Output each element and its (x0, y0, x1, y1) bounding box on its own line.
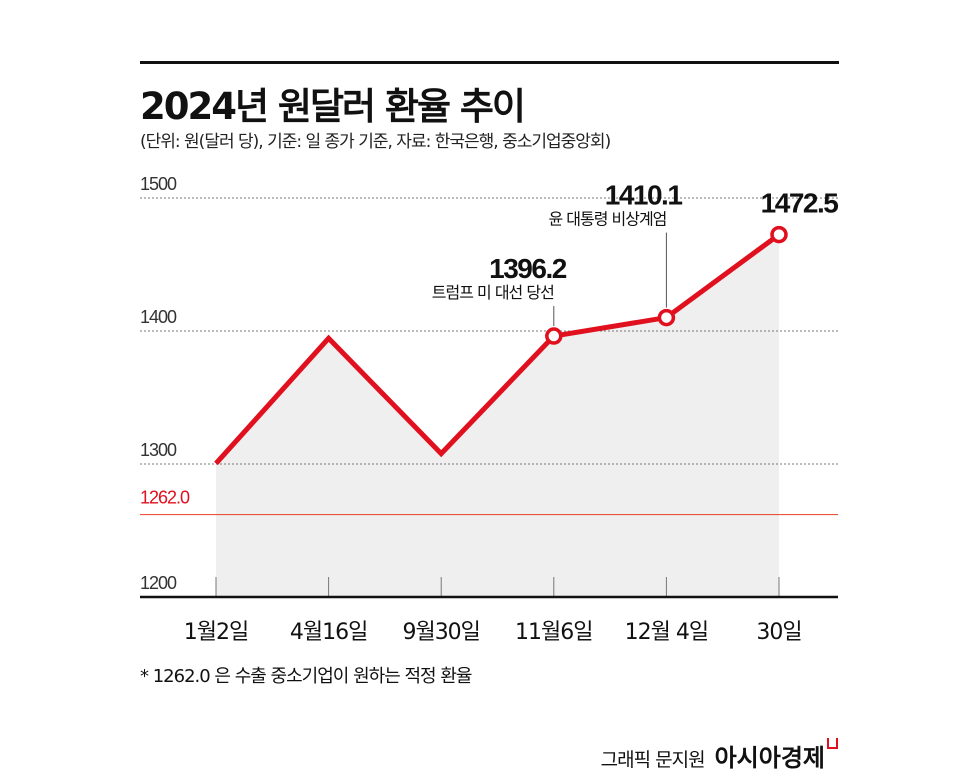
chart-subtitle: (단위: 원(달러 당), 기준: 일 종가 기준, 자료: 한국은행, 중소기… (140, 132, 611, 152)
x-tick-label: 9월30일 (402, 620, 479, 645)
data-label: 1410.1 (605, 180, 683, 211)
y-tick-label: 1500 (140, 174, 177, 194)
y-tick-label: 1400 (140, 307, 177, 327)
x-tick-label: 30일 (756, 620, 801, 645)
credit: 그래픽 문지원 아시아경제 (601, 738, 838, 773)
y-tick-label: 1300 (140, 440, 177, 460)
chart-title: 2024년 원달러 환율 추이 (140, 85, 526, 128)
series-line (214, 232, 781, 466)
area-fill (216, 234, 779, 597)
top-rule (140, 61, 839, 64)
brand-mark-icon (827, 738, 838, 749)
annotation-text: 윤 대통령 비상계엄 (548, 210, 666, 229)
data-label: 1472.5 (761, 188, 839, 219)
x-tick-label: 11월6일 (515, 620, 592, 645)
footnote: * 1262.0 은 수출 중소기업이 원하는 적정 환율 (140, 666, 472, 687)
brand-logo: 아시아경제 (715, 738, 838, 773)
x-tick-label: 12월 4일 (625, 620, 708, 645)
credit-author: 그래픽 문지원 (600, 749, 706, 771)
y-tick-label: 1200 (140, 573, 177, 593)
data-label: 1396.2 (489, 253, 567, 284)
data-point-marker (770, 225, 788, 244)
x-tick-label: 4월16일 (290, 620, 367, 645)
reference-line-label: 1262.0 (140, 488, 190, 508)
annotation-text: 트럼프 미 대선 당선 (432, 283, 554, 302)
x-tick-label: 1월2일 (184, 620, 248, 645)
data-point-marker (657, 308, 676, 327)
data-point-marker (545, 327, 563, 345)
